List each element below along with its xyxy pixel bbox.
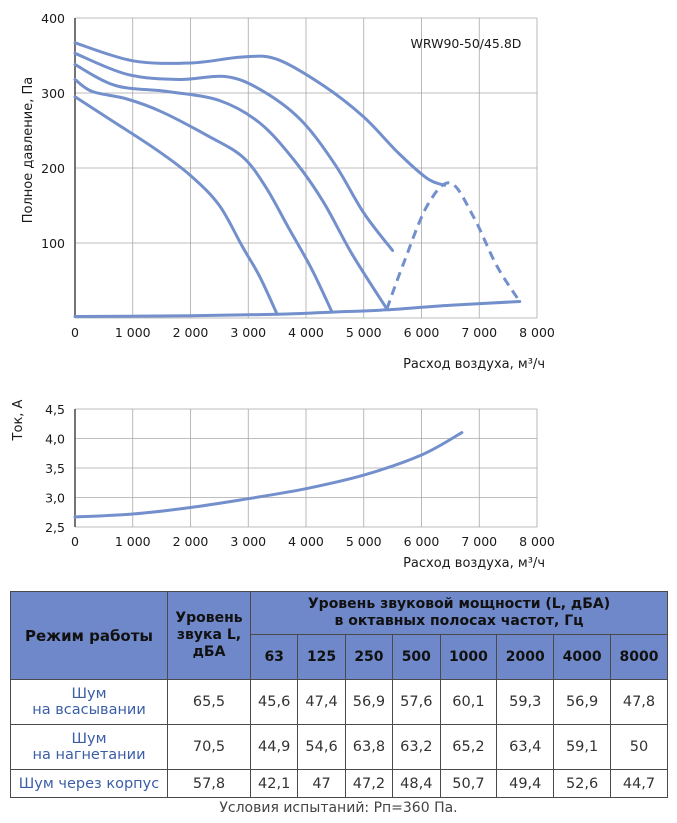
- table-row: Шум на нагнетании 70,5 44,9 54,6 63,8 63,…: [10, 724, 668, 770]
- pressure-series-line: [73, 78, 334, 314]
- band-header: 250: [344, 634, 394, 680]
- current-y-tick-label: 2,5: [45, 520, 65, 535]
- current-y-axis-label: Ток, А: [11, 399, 26, 441]
- pressure-x-axis-label: Расход воздуха, м³/ч: [403, 357, 545, 372]
- band-cell: 50: [610, 724, 668, 770]
- band-header: 4000: [553, 634, 612, 680]
- current-chart: 0 1 000 2 000 3 000 4 000 5 000 6 000 7 000 8 00…: [11, 399, 555, 571]
- pressure-grid: [74, 17, 538, 319]
- mode-cell: Шум через корпус: [10, 769, 168, 798]
- pressure-series-line: [73, 300, 522, 318]
- band-header: 1000: [439, 634, 498, 680]
- band-header: 8000: [610, 634, 668, 680]
- pressure-chart-title: WRW90-50/45.8D: [411, 36, 522, 51]
- band-cell: 65,2: [439, 724, 498, 770]
- level-header-line: Уровень: [175, 610, 243, 626]
- current-grid: [74, 408, 538, 528]
- table-row: Шум через корпус 57,8 42,1 47 47,2 48,4 …: [10, 769, 668, 798]
- current-x-axis-label: Расход воздуха, м³/ч: [403, 556, 545, 571]
- band-cell: 63,8: [344, 724, 394, 770]
- pressure-y-tick-label: 100: [41, 236, 65, 251]
- current-y-tick-label: 4,0: [45, 432, 65, 447]
- level-cell: 65,5: [167, 679, 251, 725]
- table-row: Шум на всасывании 65,5 45,6 47,4 56,9 57,…: [10, 679, 668, 725]
- band-cell: 49,4: [496, 769, 555, 798]
- pressure-x-tick-label: 4 000: [288, 325, 324, 340]
- power-header-line: Уровень звуковой мощности (L, дБА): [307, 596, 611, 612]
- mode-cell: Шум на всасывании: [10, 679, 168, 725]
- pressure-y-axis-label: Полное давление, Па: [21, 77, 36, 224]
- current-x-tick-label: 3 000: [230, 534, 266, 549]
- band-cell: 44,7: [610, 769, 668, 798]
- band-cell: 59,3: [496, 679, 555, 725]
- band-cell: 47,2: [344, 769, 394, 798]
- current-x-tick-label: 6 000: [404, 534, 440, 549]
- level-cell: 57,8: [167, 769, 251, 798]
- pressure-series-line: [385, 181, 521, 310]
- band-cell: 50,7: [439, 769, 498, 798]
- band-cell: 45,6: [249, 679, 299, 725]
- test-conditions-note: Условия испытаний: Рп=360 Па.: [219, 800, 458, 816]
- band-header: 500: [392, 634, 441, 680]
- pressure-x-tick-label: 2 000: [173, 325, 209, 340]
- power-header-line: в октавных полосах частот, Гц: [334, 613, 584, 629]
- pressure-series-line: [73, 51, 395, 252]
- mode-header: Режим работы: [10, 591, 168, 680]
- pressure-x-tick-label: 5 000: [346, 325, 382, 340]
- band-cell: 60,1: [439, 679, 498, 725]
- band-cell: 42,1: [249, 769, 299, 798]
- pressure-series-line: [73, 41, 447, 187]
- current-x-tick-label: 4 000: [288, 534, 324, 549]
- pressure-y-tick-label: 200: [41, 161, 65, 176]
- pressure-x-tick-label: 0: [71, 325, 79, 340]
- level-cell: 70,5: [167, 724, 251, 770]
- band-cell: 59,1: [553, 724, 612, 770]
- band-header: 125: [297, 634, 346, 680]
- band-header: 63: [249, 634, 299, 680]
- power-header: Уровень звуковой мощности (L, дБА) в окт…: [250, 591, 668, 635]
- level-header-line: звука L,: [176, 627, 242, 643]
- band-cell: 44,9: [249, 724, 299, 770]
- current-x-tick-label: 7 000: [461, 534, 497, 549]
- current-x-tick-label: 0: [71, 534, 79, 549]
- current-y-tick-label: 3,0: [45, 491, 65, 506]
- band-cell: 54,6: [297, 724, 346, 770]
- band-header: 2000: [496, 634, 555, 680]
- pressure-series-line: [73, 63, 389, 311]
- pressure-y-tick-label: 300: [41, 86, 65, 101]
- mode-cell: Шум на нагнетании: [10, 724, 168, 770]
- level-header: Уровень звука L, дБА: [167, 591, 251, 680]
- band-cell: 48,4: [392, 769, 441, 798]
- band-cell: 47: [297, 769, 346, 798]
- noise-table: Режим работы Уровень звука L, дБА Уровен…: [10, 591, 668, 798]
- band-cell: 47,4: [297, 679, 346, 725]
- pressure-x-tick-label: 3 000: [230, 325, 266, 340]
- pressure-x-tick-label: 8 000: [519, 325, 555, 340]
- band-cell: 63,2: [392, 724, 441, 770]
- band-cell: 57,6: [392, 679, 441, 725]
- pressure-y-tick-label: 400: [41, 11, 65, 26]
- pressure-x-tick-label: 1 000: [115, 325, 151, 340]
- current-series-line: [73, 431, 464, 519]
- pressure-x-tick-label: 7 000: [461, 325, 497, 340]
- pressure-chart: 0 1 000 2 000 3 000 4 000 5 000 6 000 7 000 8 00…: [21, 11, 555, 372]
- band-cell: 52,6: [553, 769, 612, 798]
- band-cell: 56,9: [344, 679, 394, 725]
- current-tick-labels: 0 1 000 2 000 3 000 4 000 5 000 6 000 7 000 8 00…: [45, 402, 555, 549]
- current-x-tick-label: 8 000: [519, 534, 555, 549]
- current-x-tick-label: 5 000: [346, 534, 382, 549]
- band-cell: 63,4: [496, 724, 555, 770]
- pressure-curves: [73, 41, 522, 318]
- pressure-x-tick-label: 6 000: [404, 325, 440, 340]
- current-x-tick-label: 1 000: [115, 534, 151, 549]
- current-y-tick-label: 4,5: [45, 402, 65, 417]
- current-curve: [73, 431, 464, 519]
- current-y-tick-label: 3,5: [45, 461, 65, 476]
- band-cell: 47,8: [610, 679, 668, 725]
- pressure-tick-labels: 0 1 000 2 000 3 000 4 000 5 000 6 000 7 000 8 00…: [41, 11, 555, 340]
- pressure-series-line: [73, 95, 279, 316]
- level-header-line: дБА: [192, 644, 226, 660]
- band-cell: 56,9: [553, 679, 612, 725]
- current-x-tick-label: 2 000: [173, 534, 209, 549]
